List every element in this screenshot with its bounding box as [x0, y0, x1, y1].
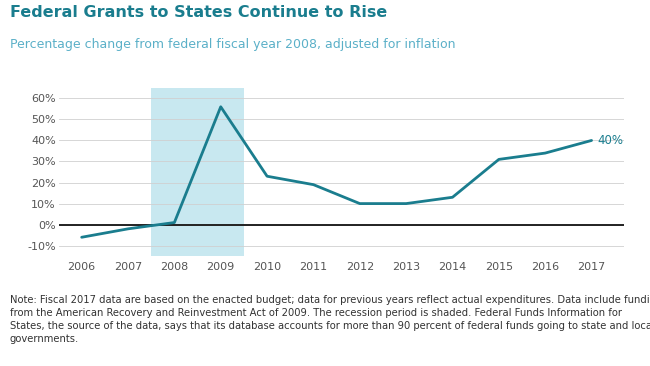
Bar	[151, 88, 244, 256]
Text: Percentage change from federal fiscal year 2008, adjusted for inflation: Percentage change from federal fiscal ye…	[10, 38, 455, 52]
Text: Note: Fiscal 2017 data are based on the enacted budget; data for previous years : Note: Fiscal 2017 data are based on the …	[10, 295, 650, 344]
Text: 40%: 40%	[597, 134, 623, 147]
Text: Federal Grants to States Continue to Rise: Federal Grants to States Continue to Ris…	[10, 5, 387, 20]
